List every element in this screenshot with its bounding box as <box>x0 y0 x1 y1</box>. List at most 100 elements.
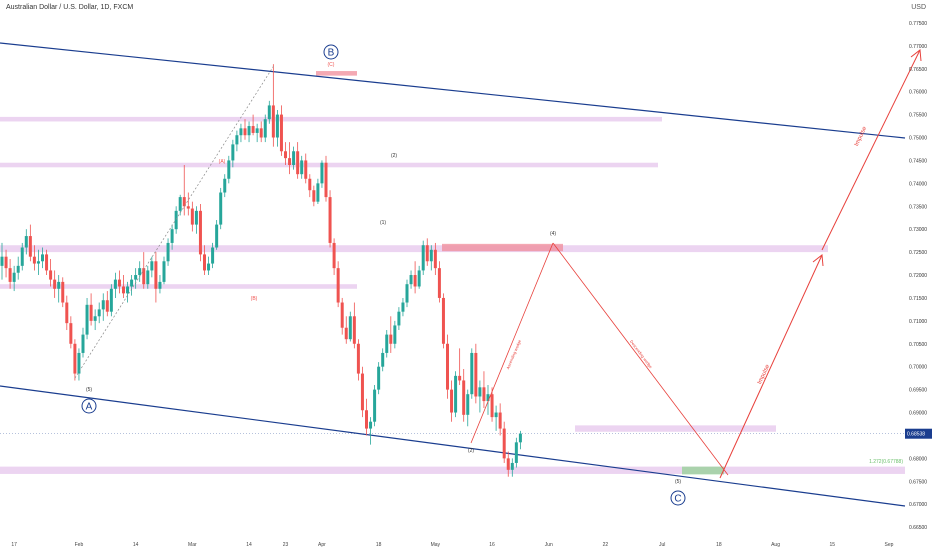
wave-a-text: A <box>86 402 93 413</box>
annotation-overlay: A B C (5) (C) (A) (B) (1) (2) (2) (4) (5) 1.272(0.67… <box>74 44 922 506</box>
candle-body <box>336 268 340 303</box>
candle-body <box>348 316 352 340</box>
candle-body <box>356 343 360 374</box>
zone-band <box>0 245 828 253</box>
candle-body <box>389 334 393 344</box>
wave-sub-label: (1) <box>380 220 386 226</box>
candle-body <box>340 302 344 328</box>
candle-body <box>421 245 425 271</box>
candle-body <box>409 275 413 285</box>
candle-body <box>49 270 53 280</box>
candle-body <box>227 160 231 179</box>
candle-body <box>413 275 417 287</box>
wedge-label-2: Descending wedge <box>629 339 654 370</box>
time-axis: 17 Feb 14 Mar 14 23 Apr 18 May 16 Jun 22 Jul 18 Aug 15 S… <box>11 542 893 548</box>
price-tick-label: 0.72500 <box>909 250 927 256</box>
candle-body <box>150 261 154 271</box>
price-axis: 0.77500 0.77000 0.76500 0.76000 0.75500 0.750… <box>905 21 932 531</box>
wave-b-text: B <box>328 48 335 59</box>
candle-body <box>117 279 121 287</box>
candle-body <box>275 114 279 138</box>
candle-body <box>158 281 162 289</box>
price-tick-label: 0.72000 <box>909 273 927 279</box>
time-tick-label: 14 <box>133 542 139 548</box>
support-resistance-zones <box>0 71 905 475</box>
candle-body <box>97 309 101 317</box>
price-tick-label: 0.76000 <box>909 90 927 96</box>
wave-sub-label: (B) <box>251 296 258 302</box>
candle-body <box>105 300 109 312</box>
candle-body <box>377 366 381 390</box>
candle-body <box>466 394 470 415</box>
candle-body <box>328 197 332 243</box>
candle-body <box>279 114 283 152</box>
price-tick-label: 0.69500 <box>909 388 927 394</box>
candle-body <box>89 304 93 321</box>
candle-body <box>101 300 105 310</box>
time-tick-label: Aug <box>771 542 780 548</box>
candle-body <box>203 254 206 271</box>
candle-body <box>360 373 364 411</box>
candle-body <box>81 334 85 353</box>
price-tick-label: 0.76500 <box>909 67 927 73</box>
candle-body <box>154 261 158 289</box>
candle-body <box>486 394 490 402</box>
price-tick-label: 0.70500 <box>909 342 927 348</box>
wave-sub-label: (2) <box>468 448 474 454</box>
candle-body <box>207 263 211 271</box>
wave-sub-label: (2) <box>391 153 397 159</box>
candle-body <box>194 210 198 225</box>
candle-body <box>352 316 356 344</box>
candle-body <box>174 210 178 230</box>
candle-body <box>65 302 69 324</box>
time-tick-label: Jul <box>659 542 665 548</box>
zone-band <box>0 162 658 168</box>
candle-body <box>308 178 312 191</box>
candle-body <box>332 242 336 269</box>
candle-body <box>126 286 130 294</box>
candle-body <box>304 160 308 179</box>
zone-band <box>0 116 662 122</box>
candle-body <box>28 236 32 257</box>
candle-body <box>373 389 377 422</box>
candle-body <box>324 162 328 198</box>
wave-a-circle <box>81 398 97 414</box>
time-tick-label: 22 <box>603 542 609 548</box>
zone-band <box>442 243 563 252</box>
candle-body <box>401 302 405 312</box>
candle-body <box>425 245 429 262</box>
price-tick-label: 0.69000 <box>909 411 927 417</box>
candle-body <box>510 462 514 470</box>
candle-body <box>369 421 373 429</box>
candle-body <box>12 272 16 282</box>
channel-lower-line <box>0 385 906 507</box>
price-tick-label: 0.77000 <box>909 44 927 50</box>
candle-body <box>417 270 421 287</box>
candle-body <box>506 458 510 470</box>
candle-body <box>300 160 304 175</box>
candle-body <box>259 128 263 138</box>
candle-body <box>474 352 478 397</box>
price-tick-label: 0.71000 <box>909 319 927 325</box>
time-tick-label: Feb <box>75 542 84 548</box>
time-tick-label: Apr <box>318 542 326 548</box>
candle-body <box>178 197 182 211</box>
candle-body <box>271 105 275 138</box>
candle-body <box>219 192 223 225</box>
candle-body <box>514 442 518 463</box>
zone-band <box>0 284 357 289</box>
wave-sub-label: (4) <box>550 231 556 237</box>
price-tick-label: 0.73000 <box>909 227 927 233</box>
candle-body <box>198 210 202 255</box>
wave-b-circle <box>323 44 339 60</box>
candle-body <box>267 105 271 120</box>
candle-body <box>235 135 239 145</box>
candle-body <box>20 247 24 266</box>
candle-body <box>57 281 61 289</box>
candle-body <box>320 162 324 184</box>
channel-upper-line <box>0 42 906 139</box>
impulse-label-2: Impulse <box>854 125 869 147</box>
candle-body <box>122 286 125 294</box>
candle-body <box>182 197 186 207</box>
